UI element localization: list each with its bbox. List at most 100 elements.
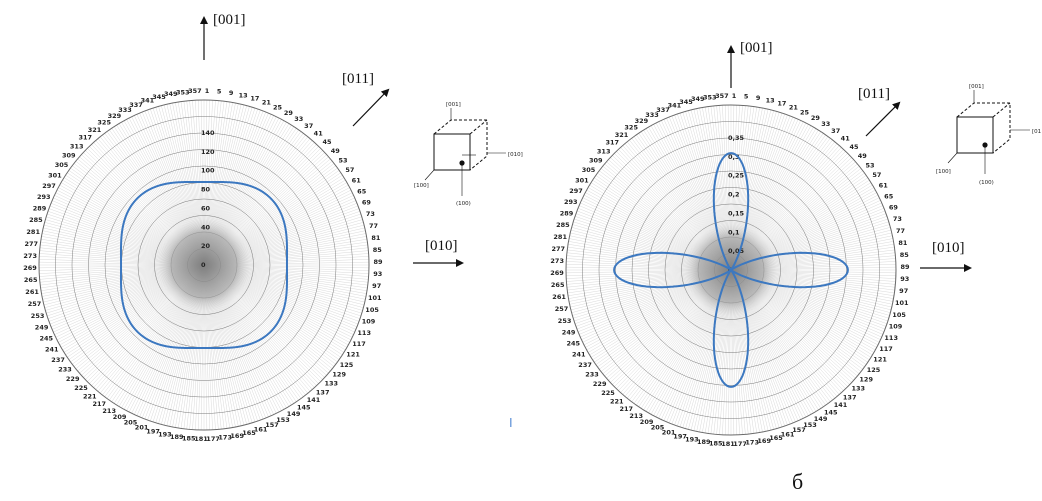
angle-tick-label: 317: [606, 139, 620, 147]
angle-tick-label: 357: [188, 87, 202, 95]
arrow-011-right: [865, 101, 901, 137]
angle-tick-label: 265: [24, 276, 38, 284]
angle-tick-label: 301: [575, 176, 589, 184]
grid-ring: [137, 198, 271, 332]
angle-tick-label: 341: [141, 97, 155, 105]
angle-tick-label: 333: [645, 111, 659, 119]
angle-tick-label: 329: [635, 117, 649, 125]
angle-tick-label: 109: [362, 318, 376, 326]
angle-tick-label: 17: [250, 95, 259, 103]
radial-tick-label: 100: [201, 167, 215, 175]
angle-tick-label: 253: [558, 317, 572, 325]
cube-label-top-right: [001]: [969, 84, 984, 90]
cube-label-bottom-right: (100): [979, 180, 994, 186]
grid-ring: [38, 99, 370, 431]
angle-tick-label: 53: [338, 156, 347, 164]
grid-ring: [565, 104, 897, 436]
angle-tick-label: 49: [331, 147, 341, 155]
angle-tick-label: 189: [170, 433, 184, 441]
angle-tick-label: 253: [31, 312, 45, 320]
angle-tick-label: 165: [769, 434, 783, 442]
angle-tick-label: 141: [834, 401, 848, 409]
angle-tick-label: 245: [40, 335, 54, 343]
angle-tick-label: 85: [900, 251, 910, 259]
angle-tick-label: 201: [662, 428, 676, 436]
angle-tick-label: 325: [624, 124, 638, 132]
angle-tick-label: 357: [715, 92, 729, 100]
angle-tick-label: 41: [314, 130, 324, 138]
cube-label-top-left: [001]: [446, 102, 461, 108]
angle-tick-label: 5: [217, 88, 222, 96]
angle-tick-label: 113: [357, 329, 371, 337]
angle-tick-label: 245: [567, 340, 581, 348]
angle-tick-label: 309: [62, 152, 76, 160]
angle-tick-labels-left: 1 5 9 13 17 212529333741454953576165697377818…: [23, 87, 383, 443]
angle-tick-label: 185: [709, 439, 723, 447]
angle-tick-label: 113: [884, 334, 898, 342]
angle-tick-label: 337: [129, 101, 143, 109]
angle-tick-label: 25: [273, 103, 283, 111]
angle-tick-label: 33: [294, 115, 303, 123]
radial-tick-label: 20: [201, 242, 211, 250]
angle-tick-label: 193: [158, 431, 172, 439]
angle-tick-label: 321: [615, 131, 629, 139]
angle-tick-label: 85: [373, 246, 383, 254]
angle-tick-label: 197: [673, 432, 687, 440]
angle-tick-label: 169: [230, 432, 244, 440]
angle-tick-label: 129: [859, 376, 873, 384]
radial-tick-label: 0,3: [728, 153, 740, 161]
angle-tick-label: 137: [316, 388, 330, 396]
radial-tick-label: 0,25: [728, 172, 745, 180]
angle-tick-label: 109: [889, 323, 903, 331]
angle-tick-label: 121: [873, 356, 887, 364]
angle-tick-label: 161: [781, 431, 795, 439]
angle-tick-label: 145: [824, 409, 838, 417]
radial-tick-label: 60: [201, 204, 211, 212]
angle-tick-label: 5: [744, 93, 749, 101]
angle-tick-label: 25: [800, 108, 810, 116]
angle-tick-label: 269: [550, 269, 564, 277]
angle-tick-label: 77: [896, 227, 905, 235]
angle-tick-labels-right: 1 5 9 13 17 212529333741454953576165697377818…: [550, 92, 910, 448]
angle-tick-label: 257: [555, 305, 569, 313]
grid-ring: [104, 165, 304, 365]
series-curve-right: [613, 152, 849, 388]
grid-ring: [88, 149, 320, 381]
label-010-right: [010]: [932, 240, 965, 256]
angle-tick-label: 225: [601, 389, 615, 397]
angle-tick-label: 233: [58, 366, 72, 374]
angle-tick-label: 269: [23, 264, 37, 272]
cube-label-right-left: [010]: [508, 152, 523, 158]
angle-tick-label: 197: [146, 427, 160, 435]
angle-tick-label: 9: [229, 89, 234, 97]
radial-tick-label: 140: [201, 129, 215, 137]
angle-tick-label: 349: [164, 90, 178, 98]
angle-tick-label: 329: [108, 112, 122, 120]
angle-tick-label: 301: [48, 171, 62, 179]
label-001-left: [001]: [213, 12, 246, 28]
angle-tick-label: 49: [858, 152, 868, 160]
angle-tick-label: 237: [578, 361, 592, 369]
angle-tick-label: 117: [352, 340, 366, 348]
angle-tick-label: 217: [93, 400, 107, 408]
angle-tick-label: 149: [814, 415, 828, 423]
angle-tick-label: 305: [582, 166, 596, 174]
angle-tick-label: 105: [892, 311, 906, 319]
angle-tick-label: 193: [685, 436, 699, 444]
polar-chart-right: 00,050,10,150,20,250,30,35 1 5 9 13 17 212529…: [550, 40, 1041, 448]
angle-tick-label: 13: [239, 92, 248, 100]
angle-tick-label: 45: [849, 143, 859, 151]
angle-tick-label: 29: [811, 114, 821, 122]
angle-tick-label: 89: [900, 263, 910, 271]
angle-tick-label: 181: [721, 440, 735, 448]
angle-tick-label: 225: [74, 384, 88, 392]
angle-tick-label: 21: [262, 99, 272, 107]
angle-tick-label: 349: [691, 95, 705, 103]
radial-tick-labels-left: 0 20 40 60 80 100 120 140: [201, 129, 215, 269]
angle-tick-label: 249: [35, 323, 49, 331]
angle-tick-label: 37: [304, 122, 313, 130]
angle-tick-label: 33: [821, 120, 830, 128]
angle-tick-label: 333: [118, 106, 132, 114]
angle-tick-label: 341: [668, 102, 682, 110]
